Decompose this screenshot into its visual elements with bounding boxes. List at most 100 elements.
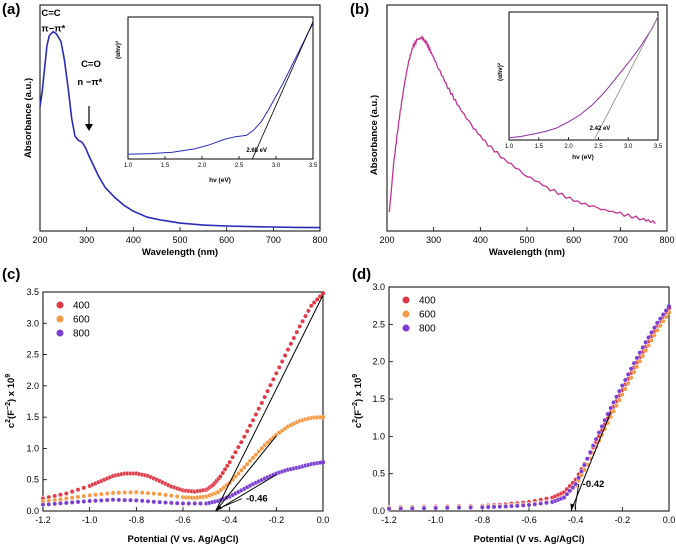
panel-d-point-800: [657, 316, 663, 322]
panel-c-point-400: [253, 412, 259, 417]
panel-c-point-800: [320, 459, 326, 465]
panel-d-point-800: [587, 449, 593, 455]
panel-d-point-600: [640, 353, 646, 359]
panel-d-point-600: [652, 332, 657, 338]
panel-b-x-tick-label: 700: [613, 235, 628, 245]
panel-b: (b) 200 300 400 500 600 700 800 Wavelength (nm…: [350, 1, 675, 258]
panel-d-label: (d): [352, 266, 371, 283]
panel-c-point-600: [168, 493, 174, 499]
panel-c-point-400: [268, 382, 273, 388]
panel-b-x-ticks: 200 300 400 500 600 700 800: [379, 227, 675, 245]
panel-d-y-tick-label: 0.5: [372, 469, 385, 479]
panel-a-annotation-npi: n −π*: [77, 77, 102, 88]
panel-c-point-800: [198, 501, 203, 506]
panel-d-point-800: [398, 506, 404, 511]
panel-d-point-800: [652, 325, 657, 331]
panel-a-label: (a): [2, 1, 20, 18]
panel-c-point-600: [104, 491, 110, 496]
panel-d-point-600: [637, 358, 643, 364]
panel-c-point-400: [314, 297, 320, 302]
panel-d-point-800: [608, 405, 614, 411]
panel-c-x-tick-label: -0.2: [269, 515, 285, 525]
panel-d-point-800: [622, 377, 628, 383]
panel-b-inset: 1.0 1.5 2.0 2.5 3.0 3.5 hν (eV) (αhν)² 2.42 e…: [497, 11, 663, 161]
panel-b-inset-x-tick-label: 3.0: [624, 144, 633, 150]
panel-d-point-600: [622, 386, 628, 392]
panel-c-legend-label: 800: [73, 329, 90, 340]
panel-d-x-tick-label: -0.8: [475, 515, 491, 525]
panel-c-point-600: [58, 496, 63, 502]
panel-d-y-tick-label: 1.5: [372, 394, 385, 404]
panel-c-point-800: [186, 501, 192, 506]
panel-c-x-tick-label: -1.0: [82, 515, 98, 525]
panel-d-point-800: [637, 350, 643, 356]
panel-c-point-400: [308, 303, 314, 309]
panel-d-point-800: [666, 304, 672, 309]
panel-c-y-axis-title: c2(F−2) x 109: [5, 374, 17, 428]
panel-d-y-tick-label: 1.0: [372, 431, 385, 441]
panel-c-point-400: [241, 434, 247, 440]
panel-d-x-tick-label: -1.2: [381, 515, 397, 525]
panel-c-point-400: [311, 300, 317, 305]
panel-c-point-400: [220, 470, 226, 476]
panel-b-inset-x-tick-label: 1.0: [505, 144, 514, 150]
panel-c-y-tick-label: 0.5: [26, 475, 39, 485]
panel-d-point-800: [509, 503, 514, 509]
panel-d-point-800: [421, 505, 427, 511]
panel-c-point-400: [262, 394, 268, 400]
panel-c-x-tick-label: -1.2: [35, 515, 51, 525]
panel-d-point-800: [643, 339, 649, 345]
panel-d-x-tick-label: -0.4: [568, 515, 584, 525]
panel-b-label: (b): [350, 1, 369, 18]
panel-b-inset-x-title: hν (eV): [572, 154, 594, 161]
panel-a-x-tick-label: 500: [172, 235, 187, 245]
panel-c-point-600: [235, 471, 241, 476]
panel-a-x-tick-label: 300: [79, 235, 94, 245]
panel-c-point-600: [98, 491, 104, 497]
panel-c-point-800: [87, 498, 93, 504]
panel-d-point-800: [538, 501, 544, 506]
panel-c-point-600: [122, 490, 128, 495]
panel-c-point-800: [122, 497, 128, 503]
panel-d-point-800: [570, 485, 576, 490]
panel-c-y-tick-label: 2.5: [26, 350, 39, 360]
panel-c-point-800: [128, 497, 133, 503]
panel-c-point-400: [276, 364, 282, 370]
panel-c-x-ticks: -1.2 -1.0 -0.8 -0.6 -0.4 -0.2 0.0: [35, 507, 329, 525]
panel-a-inset-gap-label: 2.68 eV: [246, 148, 267, 154]
panel-c-point-800: [63, 500, 69, 506]
panel-c-intercept-label: -0.46: [246, 494, 268, 505]
panel-c-point-400: [305, 308, 311, 314]
panel-d-point-800: [514, 503, 520, 509]
panel-c-legend: 400 600 800: [56, 301, 90, 340]
panel-c-point-800: [69, 499, 75, 505]
panel-c-x-axis-title: Potential (V vs. Ag/AgCl): [127, 534, 238, 545]
panel-d-data-points: [386, 304, 672, 512]
panel-c-fit-line: [215, 435, 277, 512]
panel-c-point-600: [157, 491, 163, 497]
panel-c-point-400: [291, 335, 297, 341]
panel-d-point-800: [584, 456, 590, 462]
panel-c-point-400: [227, 459, 233, 465]
panel-d-point-800: [491, 504, 497, 510]
panel-d-legend: 400 600 800: [402, 296, 436, 335]
panel-c-point-600: [253, 452, 259, 458]
panel-c-x-tick-label: -0.6: [175, 515, 191, 525]
panel-d-x-tick-label: -0.2: [615, 515, 631, 525]
panel-c-point-400: [265, 388, 270, 394]
panel-c-x-tick-label: 0.0: [317, 515, 330, 525]
panel-c-point-600: [63, 496, 69, 501]
panel-c-point-600: [87, 492, 93, 498]
panel-c: (c) -1.2 -1.0 -0.8 -0.6 -0.4 -0.2 0.0 0.0 0.5 1.…: [2, 266, 329, 545]
panel-c-point-800: [75, 499, 81, 505]
panel-d-y-tick-label: 2.5: [372, 319, 385, 329]
panel-b-inset-x-tick-label: 2.5: [594, 144, 603, 150]
panel-d-annotation-arrow: [570, 484, 580, 510]
panel-d-y-ticks: 0.0 0.5 1.0 1.5 2.0 2.5 3.0: [372, 282, 393, 516]
panel-c-point-400: [303, 313, 308, 319]
panel-c-point-400: [256, 406, 262, 412]
panel-c-point-400: [294, 329, 300, 335]
panel-c-point-800: [168, 500, 174, 506]
panel-c-point-600: [163, 492, 168, 498]
panel-c-legend-label: 400: [73, 301, 90, 312]
